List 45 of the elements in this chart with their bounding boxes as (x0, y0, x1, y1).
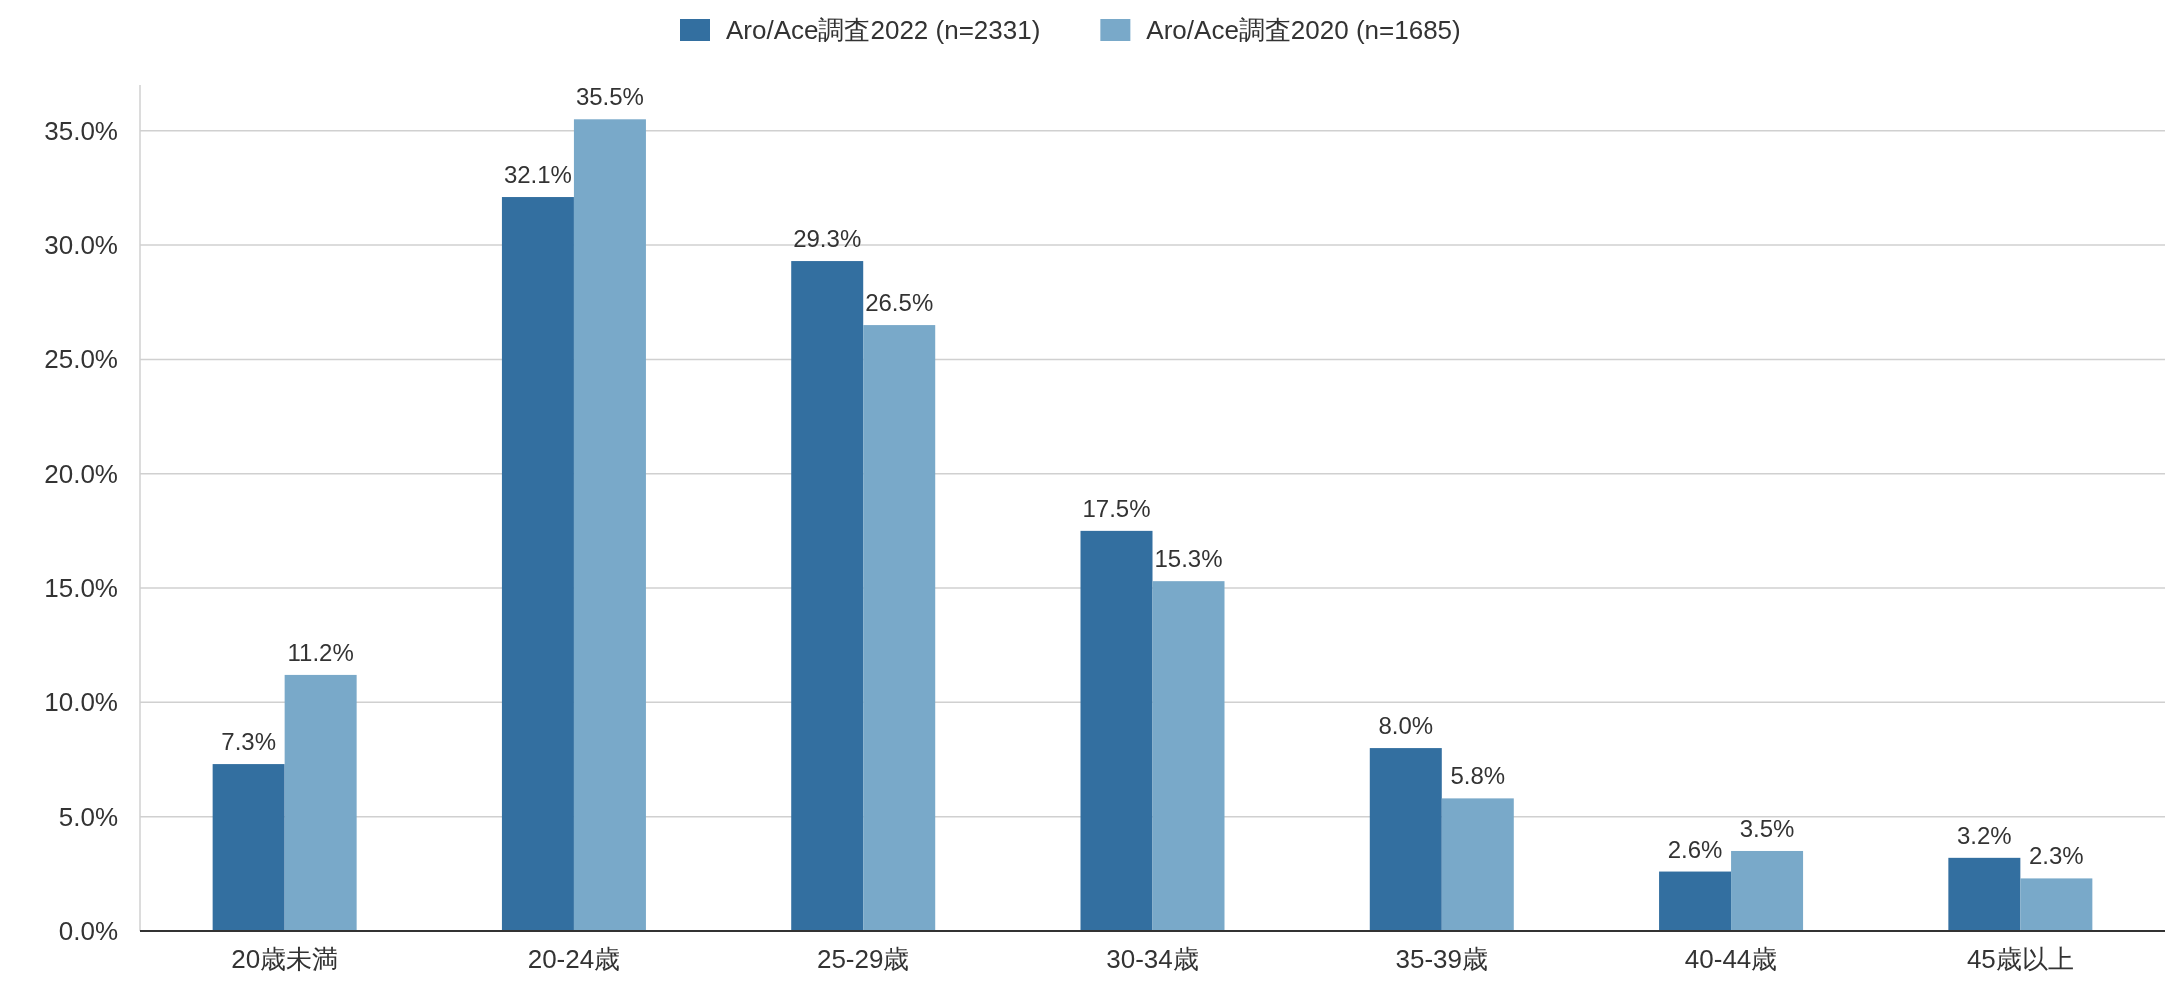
bar (2020, 878, 2093, 931)
data-label: 3.2% (1957, 821, 2012, 849)
bar (1731, 850, 1804, 931)
bar (1152, 581, 1225, 931)
y-tick-label: 5.0% (58, 801, 118, 832)
data-label: 8.0% (1378, 712, 1434, 740)
bar (791, 261, 864, 931)
bar (1080, 530, 1153, 931)
data-label: 5.8% (1450, 762, 1506, 790)
bar (212, 764, 285, 931)
x-tick-label: 30-34歳 (1106, 944, 1199, 974)
x-tick-label: 25-29歳 (816, 944, 910, 974)
y-tick-label: 20.0% (44, 458, 118, 489)
x-tick-label: 20-24歳 (527, 944, 621, 974)
legend-label: Aro/Ace調査2022 (n=2331) (726, 15, 1041, 45)
data-label: 7.3% (221, 728, 276, 756)
data-label: 29.3% (793, 225, 862, 253)
y-tick-label: 30.0% (44, 230, 118, 261)
data-label: 2.6% (1667, 835, 1723, 863)
x-tick-label: 20歳未満 (231, 944, 339, 974)
data-label: 35.5% (575, 83, 644, 111)
data-label: 2.3% (2029, 842, 2084, 870)
bar (1441, 798, 1514, 931)
data-label: 3.5% (1739, 814, 1795, 842)
data-label: 11.2% (287, 638, 354, 666)
data-label: 15.3% (1154, 545, 1223, 573)
data-label: 17.5% (1082, 494, 1151, 522)
y-tick-label: 25.0% (44, 344, 118, 375)
x-tick-label: 45歳以上 (1966, 944, 2074, 974)
x-tick-label: 40-44歳 (1684, 944, 1778, 974)
bar (284, 674, 357, 931)
bar (501, 197, 574, 931)
bar (863, 325, 936, 931)
y-tick-label: 15.0% (44, 573, 118, 604)
y-tick-label: 0.0% (58, 916, 118, 946)
bar (573, 119, 646, 931)
data-label: 32.1% (503, 161, 572, 189)
x-tick-label: 35-39歳 (1395, 944, 1489, 974)
y-tick-label: 35.0% (44, 115, 118, 146)
bar (1369, 748, 1442, 931)
bar (1948, 857, 2021, 931)
bar (1659, 871, 1732, 931)
y-tick-label: 10.0% (44, 687, 118, 718)
legend-label: Aro/Ace調査2020 (n=1685) (1146, 15, 1461, 45)
data-label: 26.5% (865, 289, 934, 317)
